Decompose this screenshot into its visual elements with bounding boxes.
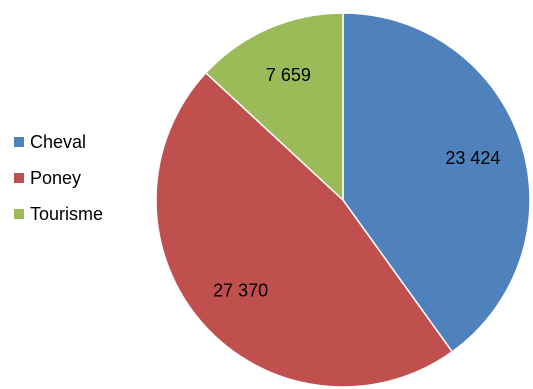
legend-label-poney: Poney: [30, 169, 81, 187]
legend-item-cheval: Cheval: [14, 128, 103, 156]
legend-item-poney: Poney: [14, 164, 103, 192]
data-label-poney: 27 370: [213, 280, 268, 300]
data-label-cheval: 23 424: [445, 148, 500, 168]
pie-slices: [156, 13, 530, 387]
chart-legend: Cheval Poney Tourisme: [14, 128, 103, 236]
legend-swatch-poney: [14, 173, 24, 183]
legend-swatch-cheval: [14, 137, 24, 147]
legend-item-tourisme: Tourisme: [14, 200, 103, 228]
legend-label-cheval: Cheval: [30, 133, 86, 151]
data-label-tourisme: 7 659: [266, 65, 311, 85]
legend-swatch-tourisme: [14, 209, 24, 219]
legend-label-tourisme: Tourisme: [30, 205, 103, 223]
